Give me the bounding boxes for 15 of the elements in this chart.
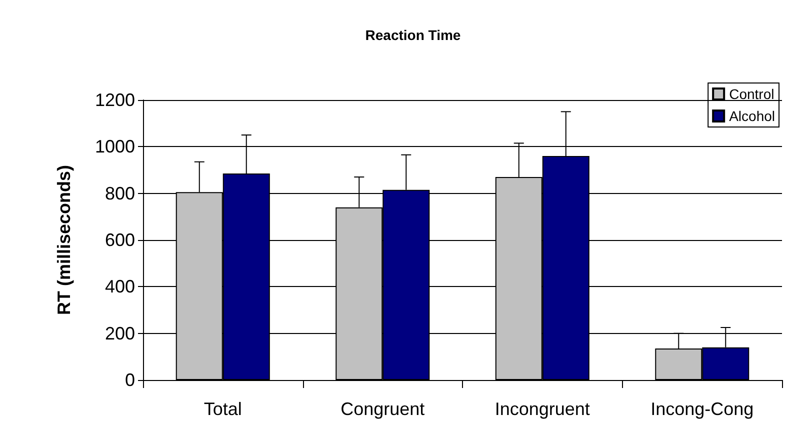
y-tick-label: 600 (104, 230, 135, 250)
x-tick-label: Total (204, 399, 242, 419)
y-tick-label: 0 (124, 370, 135, 390)
x-tick-label: Congruent (340, 399, 425, 419)
legend-label: Control (729, 86, 774, 102)
y-axis-title: RT (milliseconds) (54, 164, 74, 316)
y-tick-label: 800 (104, 183, 135, 204)
chart-title: Reaction Time (365, 27, 461, 43)
x-tick-label: Incongruent (494, 399, 590, 419)
legend-label: Alcohol (729, 108, 776, 124)
y-tick-label: 1200 (94, 90, 135, 110)
y-tick-label: 1000 (94, 136, 135, 157)
y-tick-label: 200 (104, 323, 135, 344)
x-tick-label: Incong-Cong (650, 399, 754, 419)
y-tick-label: 400 (104, 276, 135, 297)
